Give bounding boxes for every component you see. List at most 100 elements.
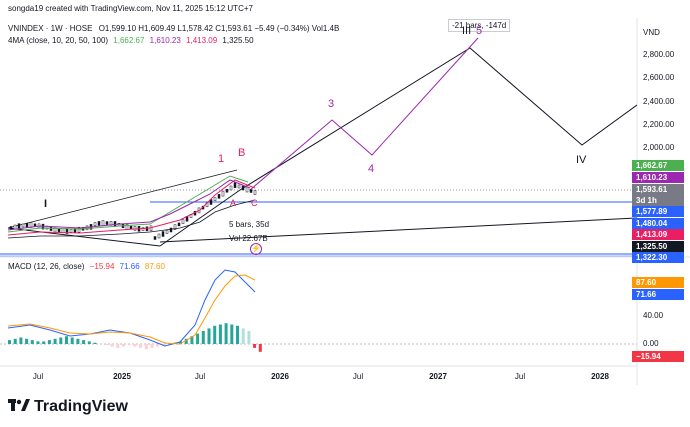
candle: [177, 222, 181, 227]
macd-bar: [82, 340, 86, 344]
macd-line-tag: 71.66: [632, 289, 684, 300]
candle: [21, 223, 25, 228]
macd-tick-40: 40.00: [643, 311, 664, 320]
macd-bar: [36, 341, 40, 344]
price-tick: 2,200.00: [643, 120, 675, 129]
macd-bar: [156, 344, 160, 347]
macd-bar: [258, 344, 262, 352]
macd-bar: [207, 328, 211, 344]
macd-bar: [8, 340, 11, 344]
macd-label: MACD (12, 26, close): [8, 262, 85, 271]
candle: [133, 226, 137, 231]
candle: [245, 186, 249, 193]
macd-bar: [47, 340, 51, 344]
macd-bar: [127, 344, 131, 346]
candle: [69, 229, 73, 233]
price-tick: 2,800.00: [643, 50, 675, 59]
ma-line-pink: [7, 179, 256, 236]
ma-legend[interactable]: 4MA (close, 10, 20, 50, 100) 1,662.67 1,…: [8, 36, 257, 46]
candle: [153, 236, 157, 240]
time-tick: 2027: [429, 372, 447, 381]
time-tick: 2028: [591, 372, 609, 381]
tv-logo-icon: [8, 398, 30, 416]
lightning-icon[interactable]: ⚡: [250, 243, 262, 255]
macd-bar: [13, 338, 17, 344]
macd-histogram: [8, 323, 262, 352]
symbol-label[interactable]: VNINDEX · 1W · HOSE: [8, 24, 93, 33]
macd-legend[interactable]: MACD (12, 26, close) −15.94 71.66 87.60: [8, 262, 165, 272]
price-tag: 1,480.04: [632, 218, 684, 229]
price-tag: 1,610.23: [632, 172, 684, 183]
candle: [17, 223, 21, 229]
candle: [229, 185, 233, 191]
trend-line-upper-left: [7, 169, 238, 229]
candle: [233, 182, 237, 188]
price-tick: 2,400.00: [643, 97, 675, 106]
wave-label-3: 3: [328, 98, 335, 110]
ma-line-black: [7, 199, 256, 239]
candle: [161, 231, 165, 237]
candle: [157, 233, 161, 239]
ma-value: 1,413.09: [186, 36, 218, 45]
price-tag: 1,413.09: [632, 229, 684, 240]
time-tick: 2026: [271, 372, 289, 381]
symbol-info: VNINDEX · 1W · HOSE O1,599.10 H1,609.49 …: [8, 24, 339, 34]
macd-bar: [70, 337, 74, 344]
candle: [237, 184, 241, 189]
wave-label-I: I: [44, 198, 48, 210]
macd-bar: [139, 344, 143, 348]
candle: [241, 185, 245, 191]
macd-bar: [104, 344, 108, 346]
trend-line-base: [159, 217, 638, 243]
watermark-text: songda19 created with TradingView.com, N…: [8, 4, 253, 13]
macd-signal-line: [7, 274, 256, 345]
ma-line-purple: [7, 179, 251, 231]
macd-bar: [19, 337, 23, 344]
candle: [25, 222, 29, 228]
candle: [181, 219, 185, 224]
macd-bar: [190, 336, 194, 344]
projection-path-secondary: [249, 37, 479, 191]
macd-line: [7, 269, 256, 347]
candle: [145, 226, 149, 232]
candle: [169, 227, 173, 233]
macd-bar: [53, 338, 57, 344]
time-tick: 2025: [113, 372, 131, 381]
wave-label-B: B: [238, 147, 246, 159]
macd-bar: [93, 342, 97, 344]
macd-bar: [144, 344, 148, 350]
tradingview-logo: TradingView: [8, 398, 128, 416]
candle: [77, 226, 81, 233]
bars-count-tooltip: 5 bars, 35d: [229, 220, 270, 229]
macd-bar: [76, 338, 80, 344]
macd-bar: [236, 325, 239, 344]
macd-signal-tag: 87.60: [632, 277, 684, 288]
candle: [213, 197, 217, 201]
wave-label-C: C: [251, 198, 258, 208]
macd-bar: [184, 338, 188, 344]
macd-bar: [116, 344, 120, 348]
price-tick: 2,600.00: [643, 73, 675, 82]
candle: [217, 194, 221, 199]
wave-label-A: A: [230, 198, 237, 208]
range-measure-box[interactable]: -21 bars, -147d: [448, 19, 511, 32]
time-tick: Jul: [352, 372, 364, 381]
wave-label-III: III: [462, 25, 472, 37]
macd-hist-value: −15.94: [89, 262, 115, 271]
ma-value: 1,610.23: [149, 36, 181, 45]
macd-bar: [65, 336, 68, 344]
macd-bar: [253, 344, 257, 348]
macd-bar: [213, 325, 217, 344]
price-tag: 1,577.89: [632, 206, 684, 217]
macd-bar: [247, 331, 251, 344]
candle: [253, 190, 257, 195]
ohlc-values: O1,599.10 H1,609.49 L1,578.42 C1,593.61 …: [98, 24, 340, 33]
candle: [249, 189, 253, 193]
candle: [173, 224, 177, 230]
projection-path-primary: [159, 47, 638, 247]
candle: [125, 223, 129, 230]
macd-bar: [42, 341, 46, 344]
macd-tick-0: 0.00: [643, 339, 659, 348]
macd-bar: [241, 328, 245, 344]
